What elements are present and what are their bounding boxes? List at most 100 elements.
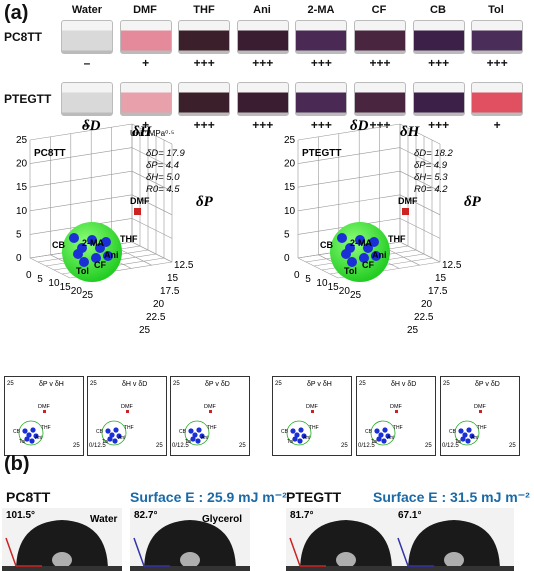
solvent-point [355,235,365,245]
tangent-line [397,537,409,567]
z-tick-label: 10 [284,206,296,217]
solvent-vial [412,82,465,116]
projection-plot: 25 δH v δD 25 0/12.5 DMF THF CB Ani Tol [89,381,163,449]
mini-tick-label: 0/12.5 [172,443,189,449]
contact-angle-value: 67.1° [398,510,421,521]
solvent-point [73,249,83,259]
mini-point [105,428,111,434]
mini-tick-label: 25 [90,381,97,387]
axis-title-dP: δP [196,194,214,210]
substrate [2,566,122,571]
solubility-score: +++ [428,56,450,70]
solvent-point [341,249,351,259]
solvent-point [371,251,381,261]
contact-angle-value: 101.5° [6,510,35,521]
point-label: DMF [130,196,150,206]
point-label: THF [120,234,138,244]
y-tick-label: 12.5 [442,260,462,271]
mini-point-label: THF [207,425,217,431]
substrate [130,566,250,571]
solvent-point [369,237,379,247]
y-tick-label: 17.5 [160,286,180,297]
x-tick-label: 10 [316,278,328,289]
solvent-header: Tol [488,4,504,16]
solvent-vial [119,82,172,116]
mini-point-label: DMF [204,404,217,410]
mini-point-label: Ani [303,435,310,441]
substrate [286,566,406,571]
mini-point [192,432,198,438]
mini-point-label: DMF [474,404,487,410]
mini-point [465,438,471,444]
mini-point [29,438,35,444]
grid-line [297,123,401,141]
mini-dmf [479,410,482,413]
mini-point [301,433,307,439]
solubility-score: +++ [252,56,274,70]
mini-point [378,432,384,438]
solubility-score: +++ [369,56,391,70]
y-tick-label: 20 [421,299,433,310]
solvent-header: Water [71,4,103,16]
mini-dmf [209,410,212,413]
mini-point-label: Tol [371,439,377,445]
x-tick-label: 15 [60,282,72,293]
projection-panel: 25 δP v δD 25 0/12.5 DMF THF CB Ani Tol [440,376,520,456]
z-tick-label: 5 [16,229,22,240]
mini-dmf [43,410,46,413]
projection-plot: 25 δP v δH 25 DMF THF CB Ani Tol [275,381,348,449]
mini-tick-label: 25 [173,381,180,387]
mini-point [382,427,388,433]
solubility-score: +++ [310,118,332,132]
solubility-score: +++ [486,56,508,70]
contact-angle-photo: 101.5° Water [2,508,122,571]
grid-line [29,170,133,188]
mini-point-label: DMF [38,404,51,410]
mini-point-label: THF [393,425,403,431]
mini-point [24,436,30,442]
mini-sphere [101,420,127,446]
tangent-line [133,537,145,567]
point-label: CB [320,240,333,250]
mini-point [381,438,387,444]
mini-point-label: THF [124,425,134,431]
tangent-line [289,537,301,567]
surface-energy-label: Surface E : 31.5 mJ m⁻² [373,489,530,505]
mini-tick-label: 25 [7,381,14,387]
solvent-header-row: Water DMF THF Ani 2-MA CF CB Tol [58,4,528,18]
point-label: Ani [372,250,387,260]
grid-line [131,218,173,239]
droplet [16,520,108,571]
contact-angle-photo: 82.7° Glycerol [130,508,250,571]
grid-line [399,123,441,145]
solvent-header: Ani [253,4,271,16]
grid-line [131,147,173,168]
solubility-score: + [142,118,150,132]
droplet [144,520,236,571]
mini-title: δP v δD [475,381,500,388]
z-tick-label: 25 [16,135,28,146]
mini-point-label: Ani [387,435,394,441]
mini-title: δP v δD [205,381,230,388]
grid-line [131,170,173,192]
mini-point [466,427,472,433]
mini-tick-label: 25 [443,381,450,387]
grid-line [399,170,441,192]
mini-point-label: CB [13,429,21,435]
contact-polymer: PC8TT [6,489,51,505]
solubility-score: – [83,118,91,132]
mini-sphere [18,420,44,446]
solvent-vial [295,82,348,116]
mini-point-label: DMF [306,404,319,410]
mini-point-label: Tol [287,439,293,445]
mini-point [109,432,115,438]
solvent-header: CF [371,4,387,16]
grid-line [399,218,441,239]
hansen-param: δP= 4.9 [414,160,448,171]
point-label: CB [52,240,65,250]
mini-title: δH v δD [391,381,416,388]
grid-line [399,241,441,263]
solvent-vial [178,20,231,54]
